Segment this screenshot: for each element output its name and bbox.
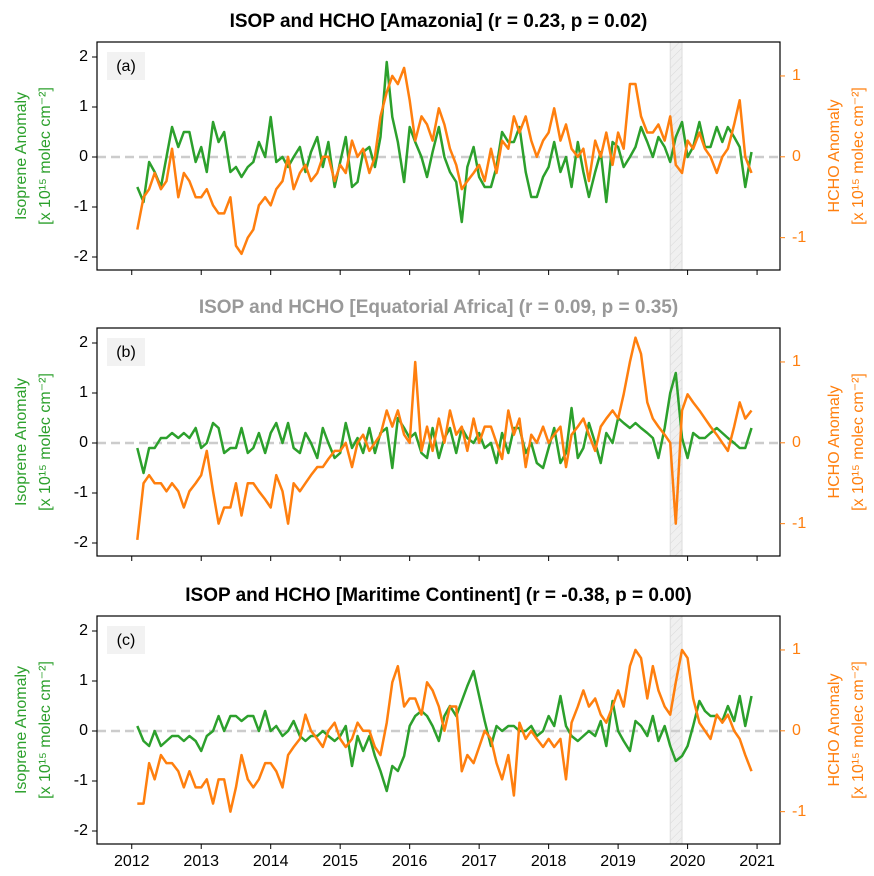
y-tick-label: 0 [79,434,88,451]
plot-frame [96,615,781,845]
y2-tick-label: -1 [792,803,806,820]
x-tick-label: 2016 [392,853,428,870]
panel: ISOP and HCHO [Equatorial Africa] (r = 0… [13,297,867,561]
y-tick-label: -1 [74,772,88,789]
y-axis-label: Isoprene Anomaly [13,92,30,220]
y2-axis-label: [x 10¹⁵ molec cm⁻²] [850,373,867,511]
y2-tick-label: -1 [792,229,806,246]
panel-label-box [107,52,145,80]
panel-label-box [107,626,145,654]
x-tick-label: 2018 [531,853,567,870]
data-line [136,669,753,793]
y2-tick-label: 0 [792,434,801,451]
plot-frame [96,41,781,271]
data-line [136,336,753,540]
y2-tick-label: 1 [792,641,801,658]
y-axis-label: [x 10¹⁵ molec cm⁻²] [37,373,54,511]
panel-label: (c) [117,632,136,649]
chart-title: ISOP and HCHO [Maritime Continent] (r = … [185,585,691,606]
data-line [136,60,753,224]
y2-axis-label: HCHO Anomaly [826,100,843,213]
y-tick-label: 2 [79,334,88,351]
x-tick-label: 2015 [322,853,358,870]
y2-axis-label: [x 10¹⁵ molec cm⁻²] [850,87,867,225]
y-tick-label: -2 [74,248,88,265]
y2-tick-label: 1 [792,353,801,370]
y-tick-label: -1 [74,484,88,501]
y-axis-label: Isoprene Anomaly [13,378,30,506]
x-tick-label: 2021 [739,853,775,870]
y-axis-label: [x 10¹⁵ molec cm⁻²] [37,661,54,799]
y-tick-label: 2 [79,622,88,639]
y2-tick-label: -1 [792,515,806,532]
data-line [136,371,753,475]
chart-title: ISOP and HCHO [Amazonia] (r = 0.23, p = … [230,11,648,32]
y2-axis-label: HCHO Anomaly [826,674,843,787]
x-tick-label: 2019 [600,853,636,870]
y-tick-label: -2 [74,534,88,551]
chart-title: ISOP and HCHO [Equatorial Africa] (r = 0… [199,297,678,318]
y-tick-label: 2 [79,48,88,65]
x-tick-label: 2017 [461,853,497,870]
y2-tick-label: 1 [792,67,801,84]
y-tick-label: 1 [79,384,88,401]
y2-tick-label: 0 [792,722,801,739]
y-tick-label: -1 [74,198,88,215]
x-tick-label: 2013 [183,853,219,870]
y-axis-label: [x 10¹⁵ molec cm⁻²] [37,87,54,225]
y2-axis-label: [x 10¹⁵ molec cm⁻²] [850,661,867,799]
y-tick-label: 0 [79,722,88,739]
panel: ISOP and HCHO [Amazonia] (r = 0.23, p = … [13,11,867,275]
panel: ISOP and HCHO [Maritime Continent] (r = … [13,585,867,870]
y-tick-label: 0 [79,148,88,165]
plot-frame [96,327,781,557]
y-tick-label: 1 [79,672,88,689]
y2-tick-label: 0 [792,148,801,165]
panel-label: (b) [116,344,136,361]
data-line [136,66,753,256]
x-tick-label: 2012 [114,853,150,870]
panel-label-box [107,338,145,366]
x-tick-label: 2020 [670,853,706,870]
panel-label: (a) [116,58,136,75]
x-tick-label: 2014 [253,853,289,870]
data-line [137,648,753,813]
y-axis-label: Isoprene Anomaly [13,666,30,794]
y-tick-label: -2 [74,822,88,839]
y-tick-label: 1 [79,98,88,115]
y2-axis-label: HCHO Anomaly [826,386,843,499]
